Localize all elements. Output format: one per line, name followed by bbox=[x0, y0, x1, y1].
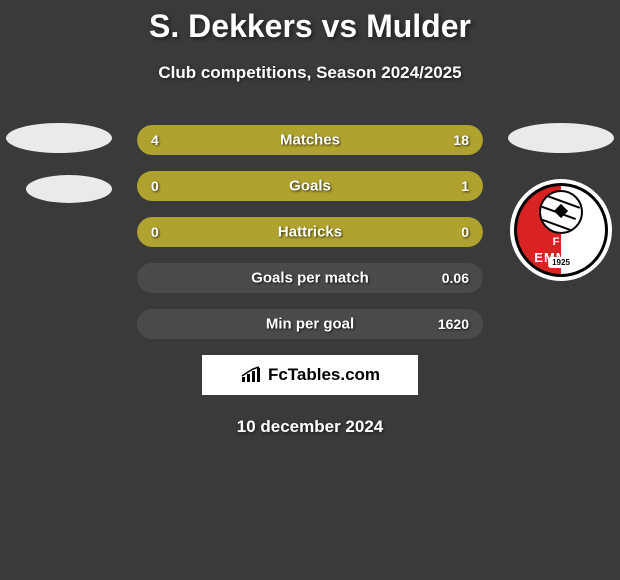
stat-row: 0 Goals 1 bbox=[137, 171, 483, 201]
stat-label: Min per goal bbox=[266, 316, 354, 333]
stat-label: Hattricks bbox=[278, 224, 342, 241]
watermark: FcTables.com bbox=[202, 355, 418, 395]
club-badge-ring: FC EMMEN 1925 bbox=[514, 183, 608, 277]
watermark-text: FcTables.com bbox=[268, 365, 380, 385]
stat-label: Matches bbox=[280, 132, 340, 149]
soccer-ball-icon bbox=[539, 190, 583, 234]
stat-value-right: 1620 bbox=[438, 316, 469, 332]
page-subtitle: Club competitions, Season 2024/2025 bbox=[0, 63, 620, 83]
stat-value-right: 1 bbox=[461, 178, 469, 194]
stat-value-left: 4 bbox=[151, 132, 159, 148]
stat-label: Goals bbox=[289, 178, 331, 195]
date-label: 10 december 2024 bbox=[0, 417, 620, 437]
stat-value-right: 0.06 bbox=[442, 270, 469, 286]
bar-fill-right bbox=[199, 125, 483, 155]
stat-row: Min per goal 1620 bbox=[137, 309, 483, 339]
stat-label: Goals per match bbox=[251, 270, 369, 287]
chart-icon bbox=[240, 366, 262, 384]
placeholder-ellipse-right-1 bbox=[508, 123, 614, 153]
club-badge-year: 1925 bbox=[548, 257, 574, 268]
club-badge-line1: FC bbox=[517, 236, 605, 248]
stat-row: 0 Hattricks 0 bbox=[137, 217, 483, 247]
stat-value-left: 0 bbox=[151, 224, 159, 240]
stat-value-right: 0 bbox=[461, 224, 469, 240]
placeholder-ellipse-left-1 bbox=[6, 123, 112, 153]
stat-bars: 4 Matches 18 0 Goals 1 0 Hattricks 0 Goals per ma… bbox=[137, 125, 483, 339]
placeholder-ellipse-left-2 bbox=[26, 175, 112, 203]
stat-value-right: 18 bbox=[453, 132, 469, 148]
infographic-root: S. Dekkers vs Mulder Club competitions, … bbox=[0, 0, 620, 437]
bar-fill-left bbox=[137, 125, 199, 155]
stat-row: Goals per match 0.06 bbox=[137, 263, 483, 293]
page-title: S. Dekkers vs Mulder bbox=[0, 8, 620, 45]
stats-area: FC EMMEN 1925 4 Matches 18 0 Goals 1 0 Hattrick… bbox=[0, 125, 620, 339]
stat-value-left: 0 bbox=[151, 178, 159, 194]
club-badge-right: FC EMMEN 1925 bbox=[510, 179, 612, 281]
stat-row: 4 Matches 18 bbox=[137, 125, 483, 155]
